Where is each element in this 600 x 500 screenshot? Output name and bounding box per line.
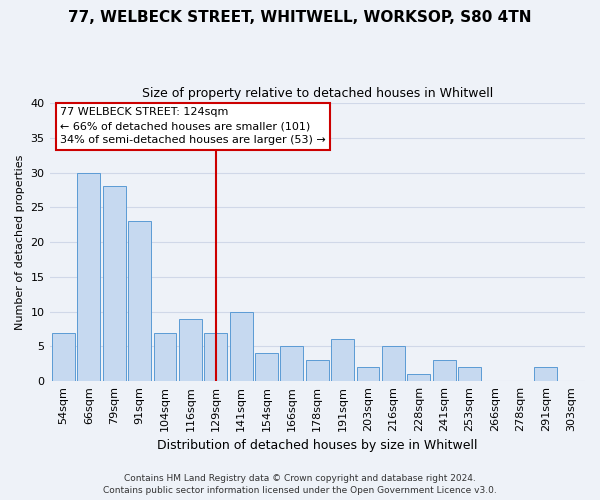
Bar — [407, 374, 430, 381]
Bar — [306, 360, 329, 381]
Title: Size of property relative to detached houses in Whitwell: Size of property relative to detached ho… — [142, 88, 493, 101]
Bar — [356, 368, 379, 381]
Bar — [280, 346, 304, 381]
Bar — [77, 172, 100, 381]
Bar — [154, 332, 176, 381]
Text: Contains HM Land Registry data © Crown copyright and database right 2024.
Contai: Contains HM Land Registry data © Crown c… — [103, 474, 497, 495]
Y-axis label: Number of detached properties: Number of detached properties — [15, 154, 25, 330]
Bar — [205, 332, 227, 381]
Bar — [331, 340, 354, 381]
Bar — [534, 368, 557, 381]
X-axis label: Distribution of detached houses by size in Whitwell: Distribution of detached houses by size … — [157, 440, 478, 452]
Bar — [128, 222, 151, 381]
Bar — [103, 186, 125, 381]
Bar — [52, 332, 75, 381]
Bar — [255, 354, 278, 381]
Bar — [230, 312, 253, 381]
Bar — [382, 346, 405, 381]
Bar — [433, 360, 455, 381]
Text: 77, WELBECK STREET, WHITWELL, WORKSOP, S80 4TN: 77, WELBECK STREET, WHITWELL, WORKSOP, S… — [68, 10, 532, 25]
Text: 77 WELBECK STREET: 124sqm
← 66% of detached houses are smaller (101)
34% of semi: 77 WELBECK STREET: 124sqm ← 66% of detac… — [60, 107, 326, 145]
Bar — [179, 318, 202, 381]
Bar — [458, 368, 481, 381]
